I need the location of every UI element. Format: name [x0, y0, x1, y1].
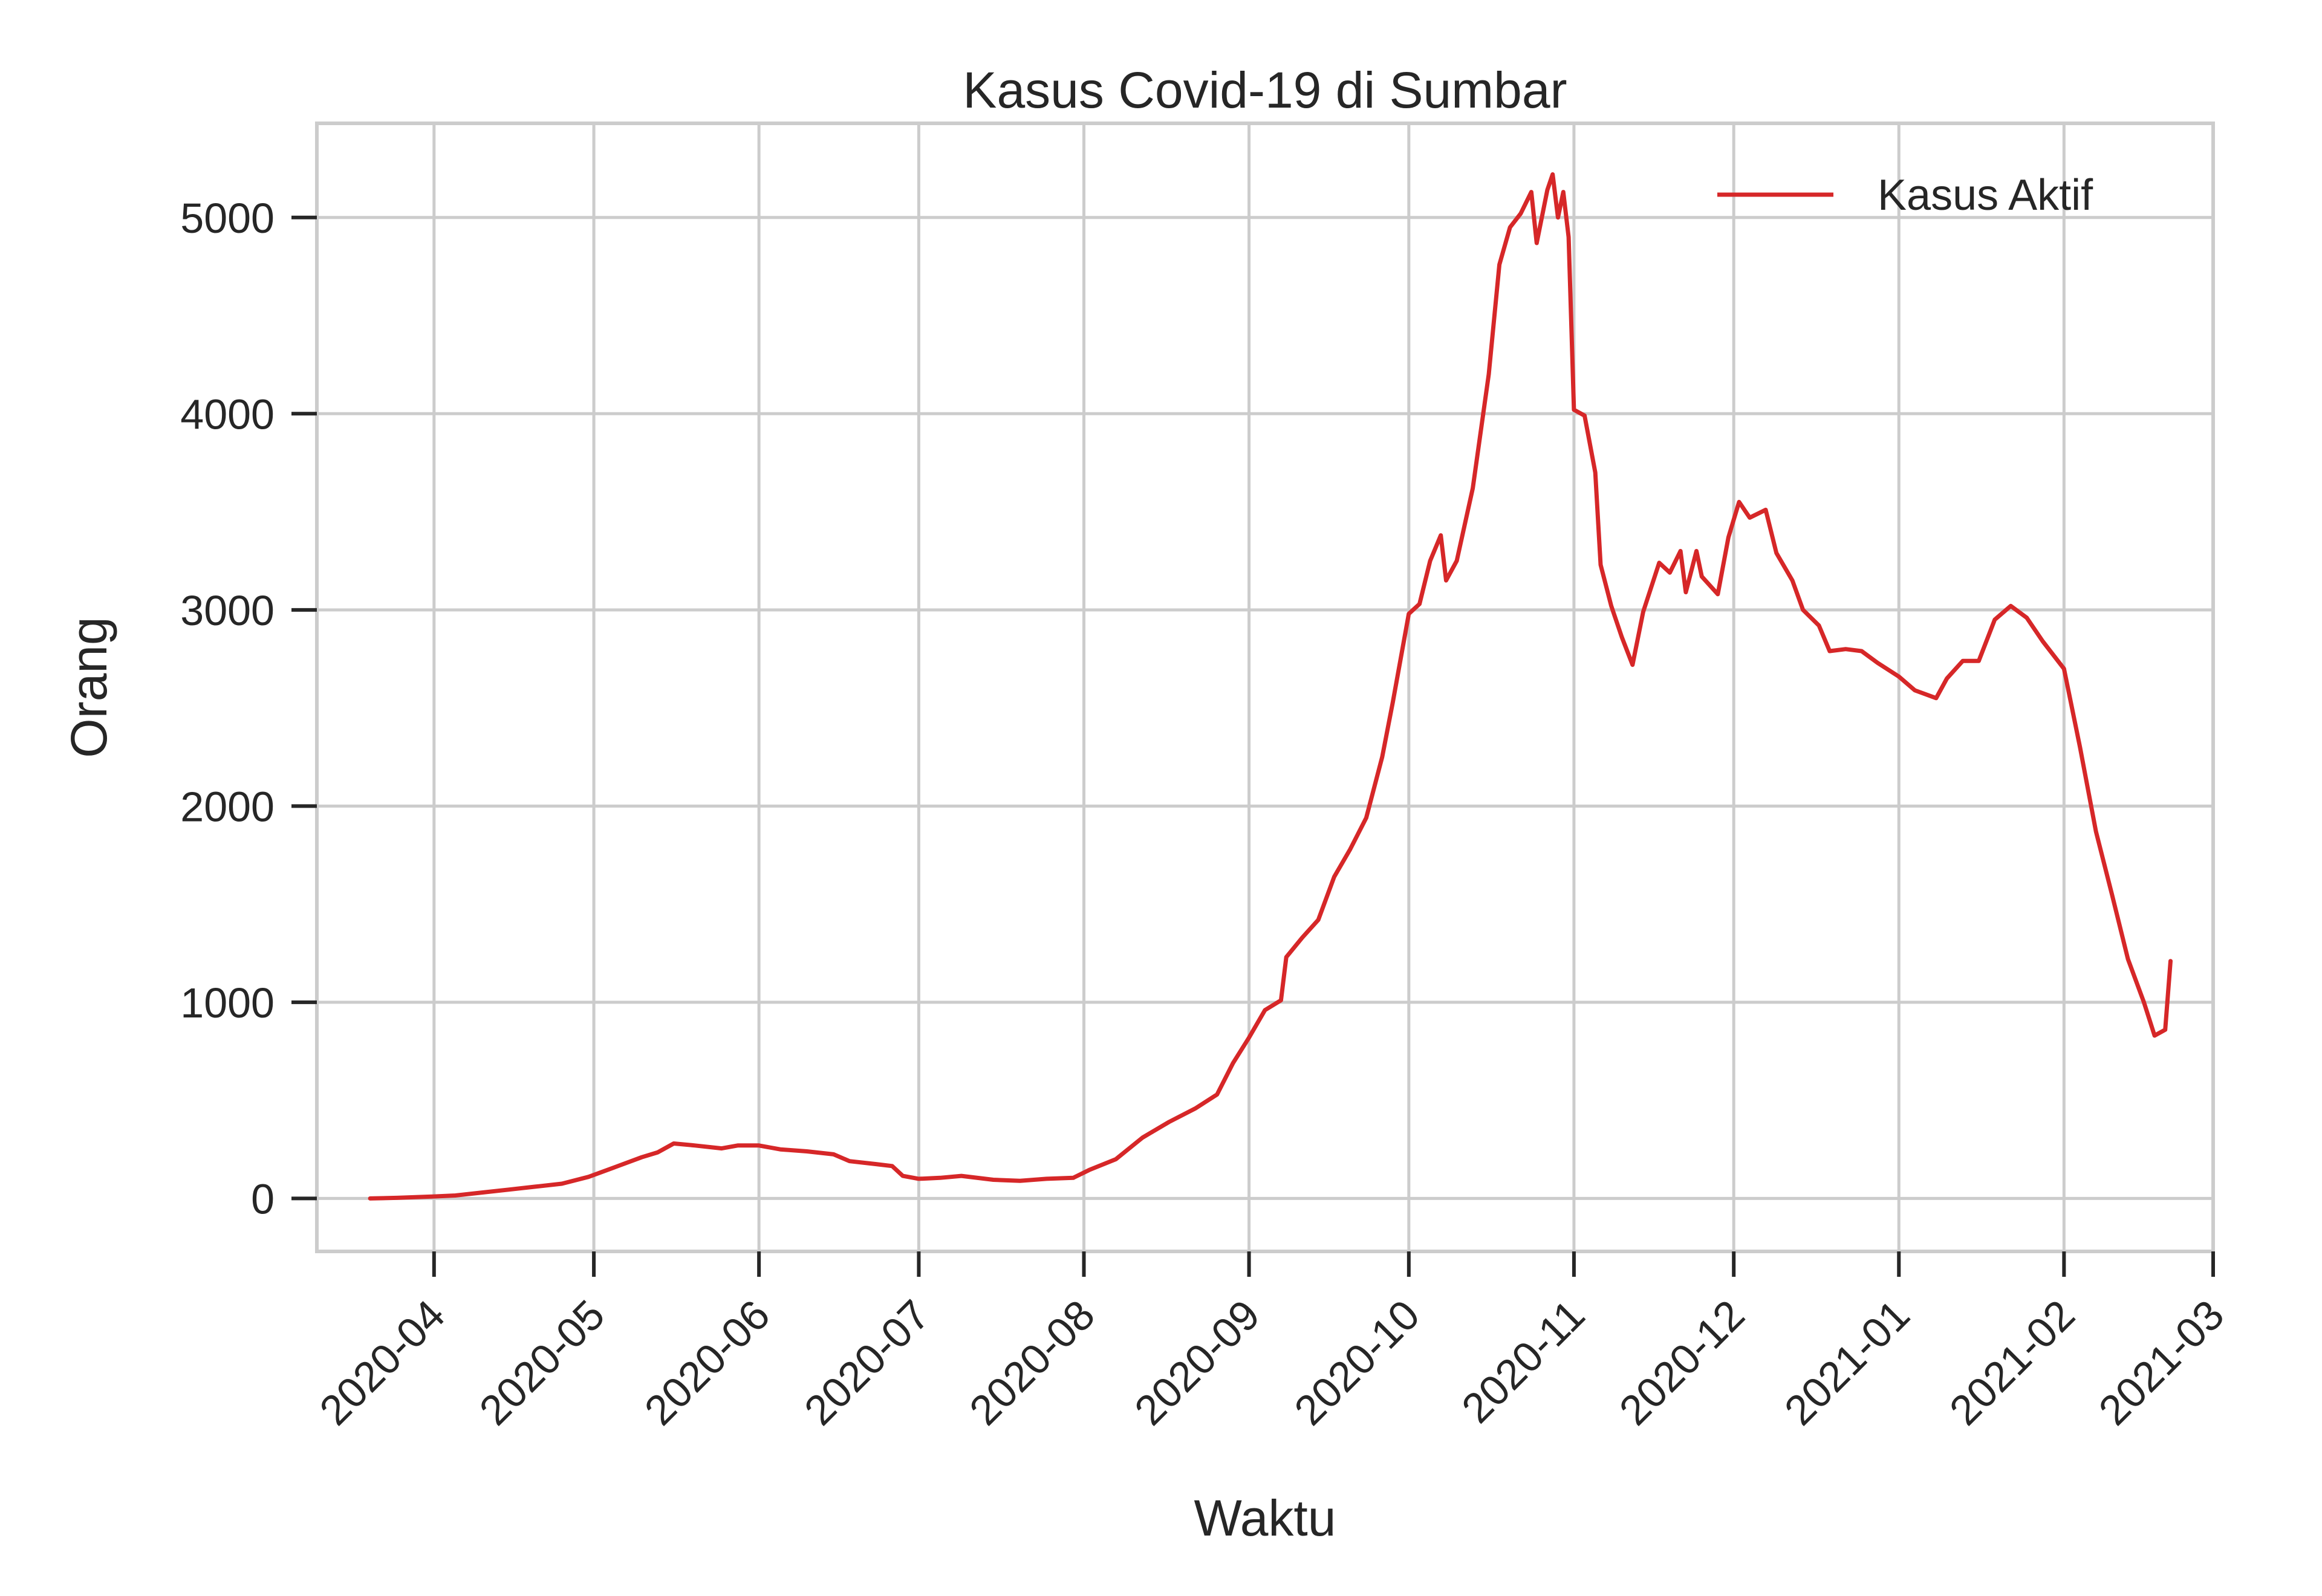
plot-frame	[315, 122, 2215, 1253]
y-axis-label: Orang	[60, 617, 117, 757]
x-tick-label: 2020-10	[1286, 1291, 1429, 1434]
x-tick-label: 2020-11	[1452, 1291, 1593, 1432]
y-tick-label: 1000	[180, 979, 275, 1027]
chart-title: Kasus Covid-19 di Sumbar	[963, 62, 1567, 118]
x-tick-label: 2021-01	[1775, 1291, 1919, 1434]
y-tick-label: 4000	[180, 391, 275, 438]
series-layer	[368, 172, 2173, 1201]
x-axis-label: Waktu	[1194, 1490, 1336, 1546]
x-tick-label: 2020-09	[1125, 1291, 1269, 1434]
legend-label-kasus-aktif: Kasus Aktif	[1878, 171, 2093, 219]
y-tick-label: 2000	[180, 783, 275, 830]
x-tick-label: 2020-12	[1610, 1291, 1754, 1434]
y-tick-label: 5000	[180, 195, 275, 242]
x-tick-label: 2020-04	[311, 1291, 454, 1434]
x-tick-label: 2021-02	[1940, 1291, 2084, 1434]
x-tick-label: 2020-08	[960, 1291, 1104, 1434]
grid-lines	[317, 123, 2215, 1251]
x-tick-label: 2020-07	[795, 1291, 938, 1434]
series-line-kasus-aktif	[368, 172, 2173, 1201]
x-tick-label: 2021-03	[2090, 1291, 2233, 1434]
y-tick-label: 3000	[180, 587, 275, 634]
x-tick-label: 2020-05	[470, 1291, 614, 1434]
x-tick-label: 2020-06	[636, 1291, 779, 1434]
legend: Kasus Aktif	[1717, 171, 2093, 219]
y-tick-label: 0	[251, 1175, 275, 1222]
axis-ticks	[291, 215, 2215, 1277]
